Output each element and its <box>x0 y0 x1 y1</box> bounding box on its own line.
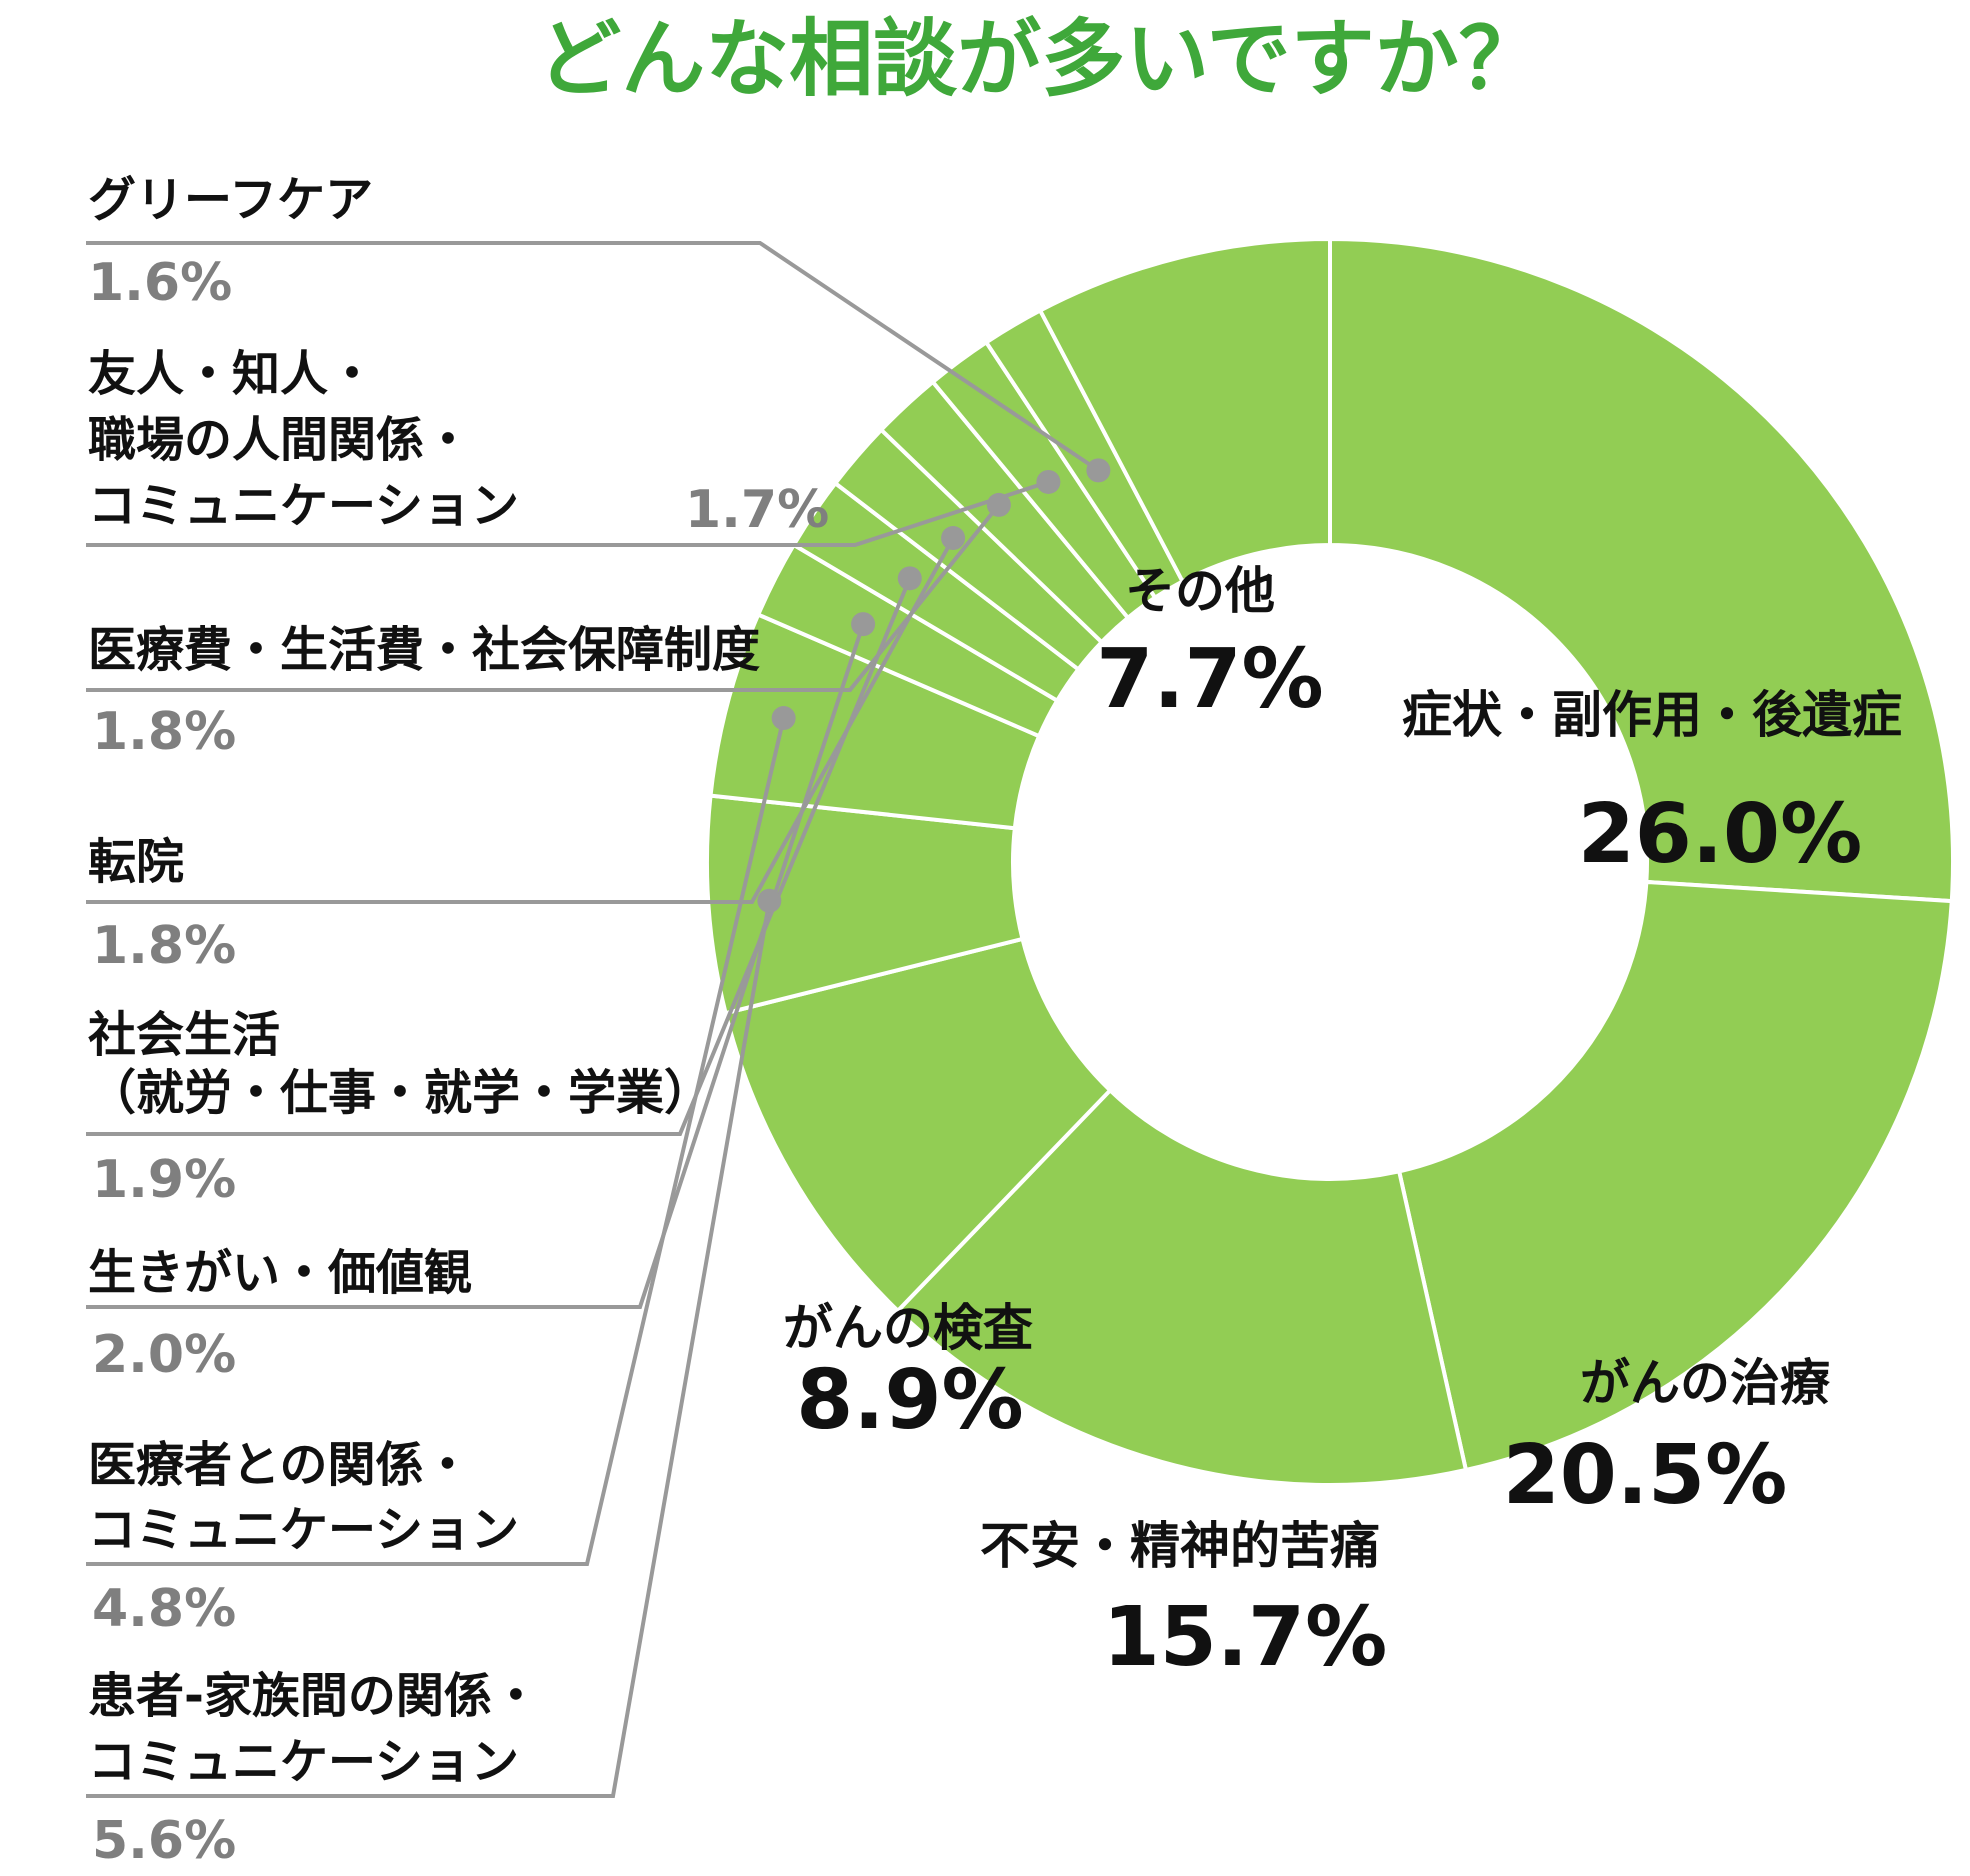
slice-3 <box>723 936 1113 1314</box>
leader-line-6 <box>86 623 866 1309</box>
slice-2 <box>895 1087 1469 1487</box>
slice-12 <box>1037 236 1332 585</box>
leader-dot-9 <box>986 492 1011 517</box>
leader-line-5 <box>86 717 786 1566</box>
slice-label-0: 症状・副作用・後遺症 <box>1402 686 1902 744</box>
leader-dot-8 <box>941 526 966 551</box>
slice-label-9-line-0: 医療費・生活費・社会保障制度 <box>88 622 760 678</box>
slice-value-4: 5.6% <box>92 1811 236 1871</box>
leader-line-8 <box>86 537 955 904</box>
slice-label-10-line-0: 友人・知人・ <box>88 346 376 402</box>
slice-1 <box>1396 879 1954 1473</box>
slice-label-2: 不安・精神的苦痛 <box>980 1517 1380 1575</box>
slice-value-9: 1.8% <box>92 702 236 762</box>
slice-value-12: 7.7% <box>1096 632 1323 727</box>
slice-label-1: がんの治療 <box>1580 1354 1830 1412</box>
slice-value-8: 1.8% <box>92 916 236 976</box>
slice-label-3: がんの検査 <box>783 1299 1033 1357</box>
slice-label-8-line-0: 転院 <box>88 834 184 890</box>
leader-dot-6 <box>851 612 876 637</box>
slice-value-3: 8.9% <box>796 1353 1023 1448</box>
slice-value-1: 20.5% <box>1503 1428 1787 1523</box>
slice-value-11: 1.6% <box>88 253 232 313</box>
leader-line-4 <box>86 900 772 1798</box>
leader-dot-7 <box>897 566 922 591</box>
slice-label-10-line-1: 職場の人間関係・ <box>88 412 472 468</box>
slice-value-5: 4.8% <box>92 1579 236 1639</box>
slice-value-0: 26.0% <box>1578 787 1862 882</box>
slice-0 <box>1328 236 1955 904</box>
slice-label-12: その他 <box>1125 562 1275 620</box>
slice-label-7-line-0: 社会生活 <box>88 1007 280 1063</box>
leader-lines-group <box>86 241 1111 1798</box>
leader-dot-4 <box>757 888 782 913</box>
slice-label-10-line-2: コミュニケーション <box>88 478 519 534</box>
slice-value-10: 1.7% <box>685 480 829 540</box>
slice-label-4-line-0: 患者-家族間の関係・ <box>88 1668 540 1724</box>
leader-dot-5 <box>771 706 796 731</box>
slices-group <box>705 236 1955 1487</box>
leader-dot-10 <box>1036 469 1061 494</box>
slice-value-7: 1.9% <box>92 1150 236 1210</box>
slice-value-6: 2.0% <box>92 1325 236 1385</box>
leader-line-11 <box>86 241 1100 473</box>
chart-title: どんな相談が多いですか？ <box>537 10 1542 108</box>
slice-label-6-line-0: 生きがい・価値観 <box>88 1245 472 1301</box>
slice-label-4-line-1: コミュニケーション <box>88 1734 519 1790</box>
leader-line-9 <box>86 503 1001 692</box>
slice-label-5-line-1: コミュニケーション <box>88 1502 519 1558</box>
labels-group: 症状・副作用・後遺症 26.0% がんの治療 20.5% 不安・精神的苦痛 15.7% がん… <box>88 172 1902 1871</box>
slice-label-5-line-0: 医療者との関係・ <box>88 1437 472 1493</box>
slice-value-2: 15.7% <box>1103 1590 1387 1685</box>
leader-line-7 <box>86 577 912 1136</box>
slice-label-11-line-0: グリーフケア <box>88 172 373 228</box>
leader-dot-11 <box>1086 458 1111 483</box>
leader-line-10 <box>86 480 1050 547</box>
slice-label-7-line-1: （就労・仕事・就学・学業） <box>88 1065 712 1121</box>
